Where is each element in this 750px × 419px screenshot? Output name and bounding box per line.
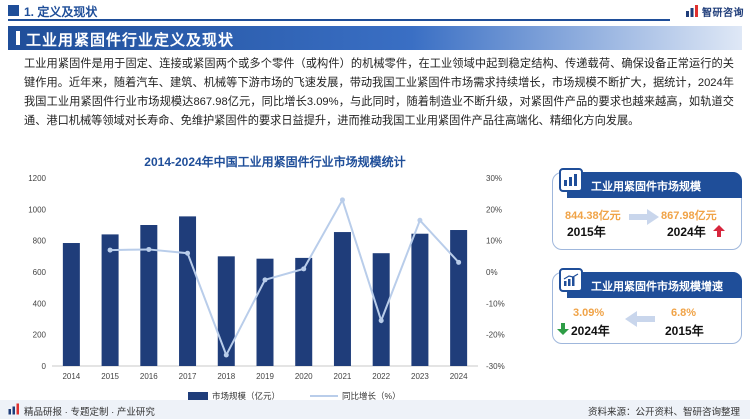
x-tick-label: 2016 bbox=[140, 372, 158, 381]
y-right-tick-label: 20% bbox=[486, 205, 502, 214]
y-left-tick-label: 1200 bbox=[28, 174, 46, 183]
y-left-tick-label: 0 bbox=[42, 362, 47, 371]
bar bbox=[62, 243, 80, 366]
data-source: 资料来源：公开资料、智研咨询整理 bbox=[587, 407, 740, 418]
top-header: 1. 定义及现状 bbox=[0, 0, 750, 22]
y-right-tick-label: -30% bbox=[486, 362, 505, 371]
growth-point bbox=[262, 277, 268, 283]
arrow-right-icon bbox=[629, 209, 659, 225]
growth-point bbox=[339, 197, 345, 203]
card-title: 工业用紧固件市场规模 bbox=[591, 181, 701, 193]
footer-logo-icon bbox=[8, 403, 19, 415]
y-right-tick-label: 0% bbox=[486, 268, 498, 277]
growth-point bbox=[146, 246, 152, 252]
brand: 智研咨询 bbox=[685, 2, 744, 20]
growth-right-value: 6.8% bbox=[671, 307, 697, 319]
growth-rate-card: 工业用紧固件市场规模增速 3.09% 2024年 6.8% 2015年 bbox=[552, 268, 742, 344]
card-header: 工业用紧固件市场规模增速 bbox=[559, 268, 742, 298]
arrow-down-icon bbox=[557, 323, 569, 335]
y-right-tick-label: -20% bbox=[486, 331, 505, 340]
bar bbox=[217, 256, 235, 366]
x-tick-label: 2023 bbox=[411, 372, 429, 381]
y-right-tick-label: 30% bbox=[486, 174, 502, 183]
y-right-tick-label: 10% bbox=[486, 237, 502, 246]
section-title: 1. 定义及现状 bbox=[24, 5, 98, 19]
growth-left-value: 3.09% bbox=[573, 307, 605, 319]
intro-paragraph: 工业用紧固件是用于固定、连接或紧固两个或多个零件（或构件）的机械零件，在工业领域… bbox=[24, 58, 734, 127]
growth-line bbox=[110, 197, 460, 358]
x-tick-label: 2020 bbox=[295, 372, 313, 381]
growth-point bbox=[301, 266, 307, 272]
bar bbox=[179, 216, 197, 366]
y-right-tick-label: -10% bbox=[486, 299, 505, 308]
growth-point bbox=[378, 318, 384, 324]
x-tick-label: 2019 bbox=[256, 372, 274, 381]
bar bbox=[256, 258, 274, 366]
page-title: 工业用紧固件行业定义及现状 bbox=[26, 32, 235, 49]
card-icon-box bbox=[559, 268, 583, 292]
legend-bar-swatch bbox=[188, 392, 208, 400]
header-rule bbox=[8, 19, 670, 21]
bar bbox=[101, 234, 119, 366]
y-left-tick-label: 600 bbox=[33, 268, 47, 277]
banner-marker bbox=[16, 31, 20, 45]
growth-left-year: 2024年 bbox=[571, 324, 610, 338]
bar bbox=[333, 232, 351, 366]
bar bbox=[450, 230, 468, 366]
card-header: 工业用紧固件市场规模 bbox=[559, 168, 742, 198]
x-tick-label: 2024 bbox=[450, 372, 468, 381]
arrow-left-icon bbox=[625, 311, 655, 327]
bar-chart-icon bbox=[564, 174, 577, 186]
y-left-tick-label: 200 bbox=[33, 331, 47, 340]
scale-to-value: 867.98亿元 bbox=[661, 210, 717, 222]
footer-tagline: 精品研报 · 专题定制 · 产业研究 bbox=[24, 407, 155, 418]
market-scale-card: 工业用紧固件市场规模 844.38亿元 2015年 867.98亿元 2024年 bbox=[552, 168, 742, 250]
brand-name: 智研咨询 bbox=[702, 7, 744, 19]
chart-legend: 市场规模（亿元） 同比增长（%） bbox=[188, 390, 401, 402]
section-marker bbox=[8, 5, 19, 16]
bar bbox=[140, 225, 158, 366]
growth-point bbox=[223, 352, 229, 358]
scale-from-year: 2015年 bbox=[567, 225, 606, 239]
chart-title: 2014-2024年中国工业用紧固件行业市场规模统计 bbox=[144, 155, 406, 169]
bar bbox=[295, 257, 313, 366]
trend-chart-icon bbox=[563, 273, 579, 286]
brand-logo-icon bbox=[686, 5, 698, 17]
bar bbox=[411, 233, 429, 366]
x-tick-label: 2015 bbox=[101, 372, 119, 381]
growth-point bbox=[185, 250, 191, 256]
x-tick-label: 2022 bbox=[372, 372, 390, 381]
bar bbox=[372, 253, 390, 366]
growth-point bbox=[107, 247, 113, 253]
growth-point bbox=[417, 217, 423, 223]
scale-to-year: 2024年 bbox=[667, 225, 706, 239]
scale-from-value: 844.38亿元 bbox=[565, 210, 621, 222]
x-tick-label: 2021 bbox=[334, 372, 352, 381]
footer: 精品研报 · 专题定制 · 产业研究 资料来源：公开资料、智研咨询整理 bbox=[0, 400, 750, 419]
y-left-tick-label: 800 bbox=[33, 237, 47, 246]
card-title: 工业用紧固件市场规模增速 bbox=[591, 281, 723, 293]
card-icon-box bbox=[559, 168, 583, 192]
legend-bar-label: 市场规模（亿元） bbox=[212, 391, 281, 401]
y-left-tick-label: 1000 bbox=[28, 205, 46, 214]
x-tick-label: 2014 bbox=[62, 372, 80, 381]
title-banner: 工业用紧固件行业定义及现状 bbox=[8, 26, 742, 50]
x-tick-label: 2018 bbox=[217, 372, 235, 381]
legend-line-swatch bbox=[310, 395, 339, 397]
market-chart: 0 200 400 600 800 1000 1200 -30% -20% -10% 0% 10% 20… bbox=[28, 174, 505, 381]
arrow-up-icon bbox=[713, 225, 725, 237]
growth-point bbox=[456, 259, 462, 265]
x-tick-label: 2017 bbox=[179, 372, 197, 381]
y-left-tick-label: 400 bbox=[33, 299, 47, 308]
legend-line-label: 同比增长（%） bbox=[342, 391, 401, 401]
growth-right-year: 2015年 bbox=[665, 324, 704, 338]
